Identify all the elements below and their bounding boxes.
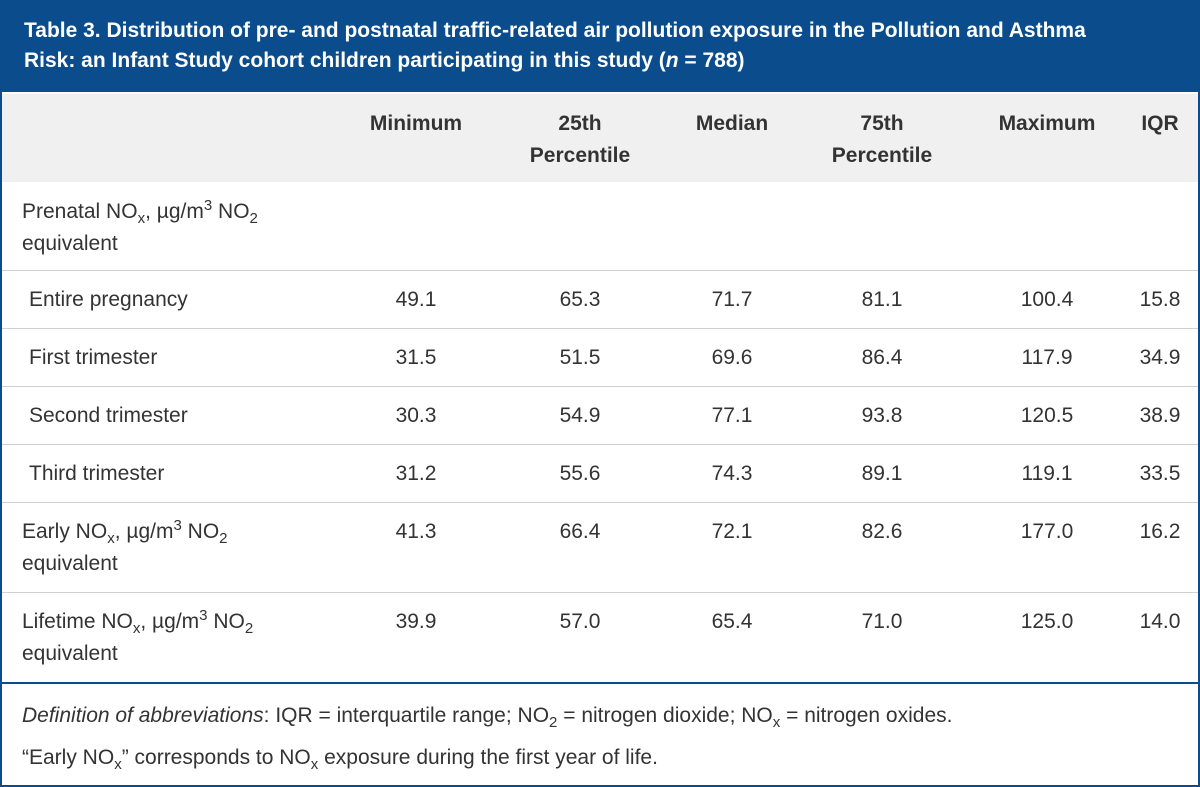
row-label: Early NOx, µg/m3 NO2 equivalent xyxy=(22,517,228,575)
table-title-line1: Table 3. Distribution of pre- and postna… xyxy=(24,19,1086,42)
table-footnotes: Definition of abbreviations: IQR = inter… xyxy=(2,682,1198,785)
row-label: Lifetime NOx, µg/m3 NO2 equivalent xyxy=(22,607,254,665)
cell-minimum: 49.1 xyxy=(395,288,437,311)
cell-minimum: 31.5 xyxy=(395,346,437,369)
cell-maximum: 117.9 xyxy=(1021,346,1073,369)
cell-25th: 54.9 xyxy=(559,404,601,427)
cell-median: 65.4 xyxy=(711,610,753,633)
cell-maximum: 177.0 xyxy=(1020,520,1074,543)
table-header-row: Minimum 25th Percentile Median 75th Percen… xyxy=(2,94,1198,182)
cell-median: 74.3 xyxy=(711,462,753,485)
cell-25th: 55.6 xyxy=(559,462,601,485)
cell-maximum: 119.1 xyxy=(1021,462,1073,485)
cell-iqr: 15.8 xyxy=(1139,288,1181,311)
row-label: Prenatal NOx, µg/m3 NO2 equivalent xyxy=(22,197,258,255)
col-header-minimum: Minimum xyxy=(369,112,463,135)
cell-minimum: 39.9 xyxy=(395,610,437,633)
cell-75th: 71.0 xyxy=(861,610,903,633)
cell-iqr: 34.9 xyxy=(1139,346,1181,369)
col-header-25th-percentile: 25th Percentile xyxy=(529,112,631,167)
table-row: Second trimester 30.3 54.9 77.1 93.8 120… xyxy=(2,387,1198,445)
cell-maximum: 100.4 xyxy=(1020,288,1074,311)
cell-iqr: 16.2 xyxy=(1139,520,1181,543)
cell-maximum: 125.0 xyxy=(1020,610,1074,633)
col-header-median: Median xyxy=(695,112,769,135)
cell-25th: 57.0 xyxy=(559,610,601,633)
cell-minimum: 31.2 xyxy=(395,462,437,485)
cell-iqr: 38.9 xyxy=(1139,404,1181,427)
n-symbol: n xyxy=(665,49,679,72)
cell-median: 71.7 xyxy=(711,288,753,311)
cell-75th: 89.1 xyxy=(861,462,903,485)
cell-median: 72.1 xyxy=(711,520,753,543)
table-title-line2: Risk: an Infant Study cohort children pa… xyxy=(24,49,745,72)
table-row-early: Early NOx, µg/m3 NO2 equivalent 41.3 66.4… xyxy=(2,503,1198,593)
footnote-abbreviations: Definition of abbreviations: IQR = inter… xyxy=(22,704,953,732)
row-label: Entire pregnancy xyxy=(29,288,188,311)
cell-75th: 86.4 xyxy=(861,346,903,369)
cell-iqr: 33.5 xyxy=(1139,462,1181,485)
table-row: First trimester 31.5 51.5 69.6 86.4 117.… xyxy=(2,329,1198,387)
col-header-75th-percentile: 75th Percentile xyxy=(831,112,933,167)
table-title: Table 3. Distribution of pre- and postna… xyxy=(2,2,1198,92)
cell-75th: 82.6 xyxy=(861,520,903,543)
cell-75th: 81.1 xyxy=(861,288,903,311)
col-header-iqr: IQR xyxy=(1141,112,1179,135)
cell-median: 77.1 xyxy=(711,404,753,427)
table-row: Third trimester 31.2 55.6 74.3 89.1 119.… xyxy=(2,445,1198,503)
cell-iqr: 14.0 xyxy=(1139,610,1181,633)
footnote-early-nox: “Early NOx” corresponds to NOx exposure … xyxy=(22,746,658,774)
cell-median: 69.6 xyxy=(711,346,753,369)
cell-maximum: 120.5 xyxy=(1020,404,1074,427)
cell-minimum: 41.3 xyxy=(395,520,437,543)
row-label: First trimester xyxy=(29,346,158,369)
cell-25th: 66.4 xyxy=(559,520,601,543)
cell-minimum: 30.3 xyxy=(395,404,437,427)
cell-25th: 65.3 xyxy=(559,288,601,311)
cell-75th: 93.8 xyxy=(861,404,903,427)
col-header-maximum: Maximum xyxy=(998,112,1096,135)
row-label: Second trimester xyxy=(29,404,188,427)
section-row-prenatal: Prenatal NOx, µg/m3 NO2 equivalent xyxy=(2,182,1198,271)
cell-25th: 51.5 xyxy=(559,346,601,369)
table-row: Entire pregnancy 49.1 65.3 71.7 81.1 100… xyxy=(2,271,1198,329)
row-label: Third trimester xyxy=(29,462,165,485)
table-row-lifetime: Lifetime NOx, µg/m3 NO2 equivalent 39.9 5… xyxy=(2,593,1198,682)
